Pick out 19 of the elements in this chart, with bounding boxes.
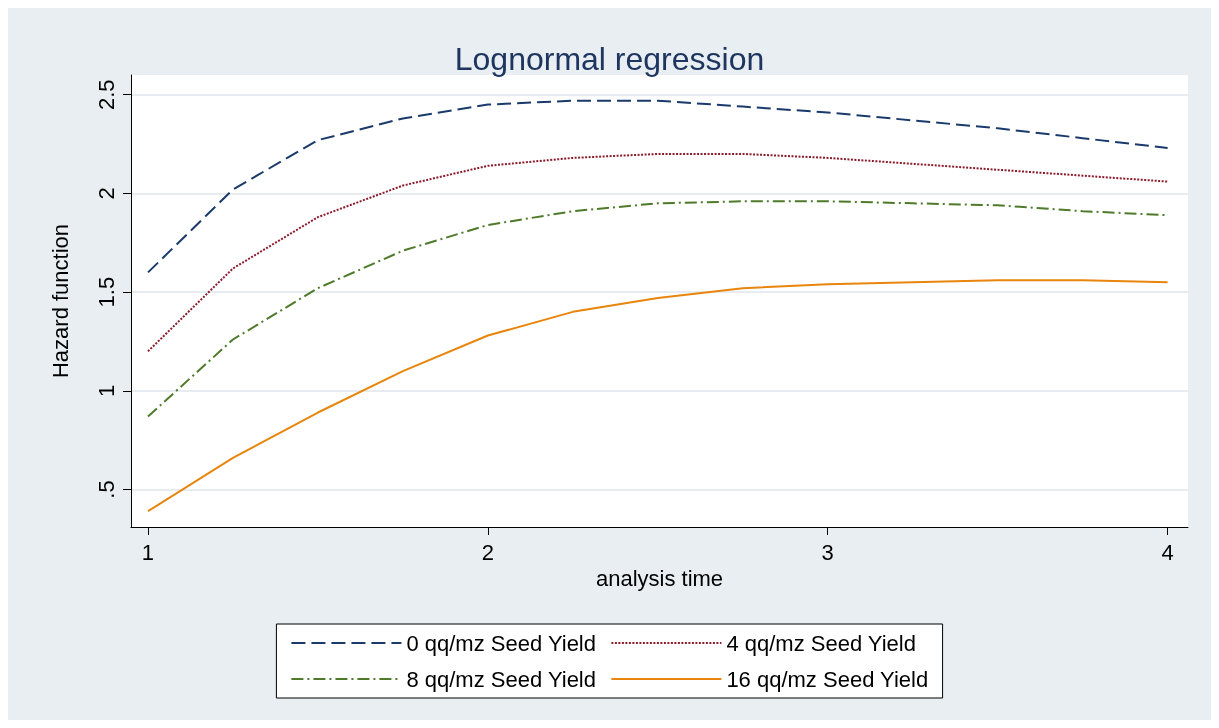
y-tick-label: 1 [93,384,119,397]
y-tick-label: .5 [93,480,119,499]
x-axis-title: analysis time [595,566,724,592]
y-axis-title: Hazard function [47,223,73,379]
x-tick-label: 4 [1161,539,1174,565]
legend-label: 0 qq/mz Seed Yield [406,630,596,656]
legend-label: 4 qq/mz Seed Yield [726,630,916,656]
y-tick-label: 1.5 [93,276,119,308]
x-tick-label: 2 [481,539,494,565]
y-tick-label: 2 [93,187,119,200]
line-series [146,99,1169,274]
y-tick-label: 2.5 [93,79,119,111]
legend-label: 8 qq/mz Seed Yield [406,666,596,692]
x-tick-label: 3 [821,539,834,565]
legend-label: 16 qq/mz Seed Yield [726,666,929,692]
x-tick-label: 1 [141,539,155,565]
line-series [146,279,1169,513]
line-series [146,152,1169,353]
chart-title: Lognormal regression [454,41,765,77]
